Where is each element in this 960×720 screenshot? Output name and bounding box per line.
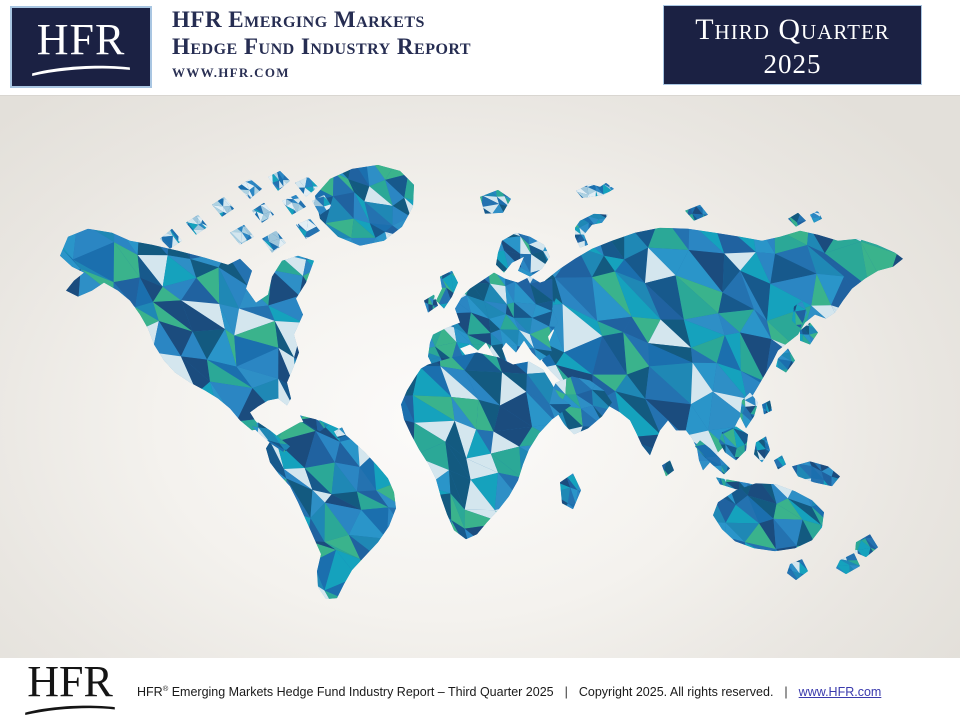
registered-mark: ® <box>162 684 169 693</box>
hfr-logo: HFR <box>10 6 152 88</box>
header: HFR HFR Emerging Markets Hedge Fund Indu… <box>0 0 960 95</box>
footer-copyright: Copyright 2025. All rights reserved. <box>578 685 774 700</box>
hfr-footer-swoosh-icon <box>25 705 115 715</box>
world-map-panel <box>0 95 960 658</box>
hfr-logo-swoosh-icon <box>32 65 130 76</box>
footer-separator-2: | <box>784 685 788 700</box>
hfr-website-link[interactable]: www.HFR.com <box>798 685 882 700</box>
hfr-logo-text: HFR <box>36 15 126 64</box>
hfr-footer-logo-text: HFR <box>27 657 113 706</box>
hfr-footer-logo: HFR <box>14 660 126 715</box>
footer-text: HFR® Emerging Markets Hedge Fund Industr… <box>137 684 881 699</box>
footer: HFR HFR® Emerging Markets Hedge Fund Ind… <box>0 658 960 720</box>
quarter-badge: Third Quarter 2025 <box>663 5 922 85</box>
footer-report-rest: Emerging Markets Hedge Fund Industry Rep… <box>168 685 554 700</box>
report-title-line2: Hedge Fund Industry Report <box>172 34 472 59</box>
quarter-year: 2025 <box>763 49 822 79</box>
website-text: WWW.HFR.COM <box>172 65 290 80</box>
footer-report-name: HFR <box>137 685 163 700</box>
quarter-text: Third Quarter <box>695 13 890 46</box>
title-block: HFR Emerging Markets Hedge Fund Industry… <box>172 6 471 81</box>
world-map <box>60 164 903 600</box>
footer-separator-1: | <box>564 685 568 700</box>
report-title-line1: HFR Emerging Markets <box>172 7 425 32</box>
